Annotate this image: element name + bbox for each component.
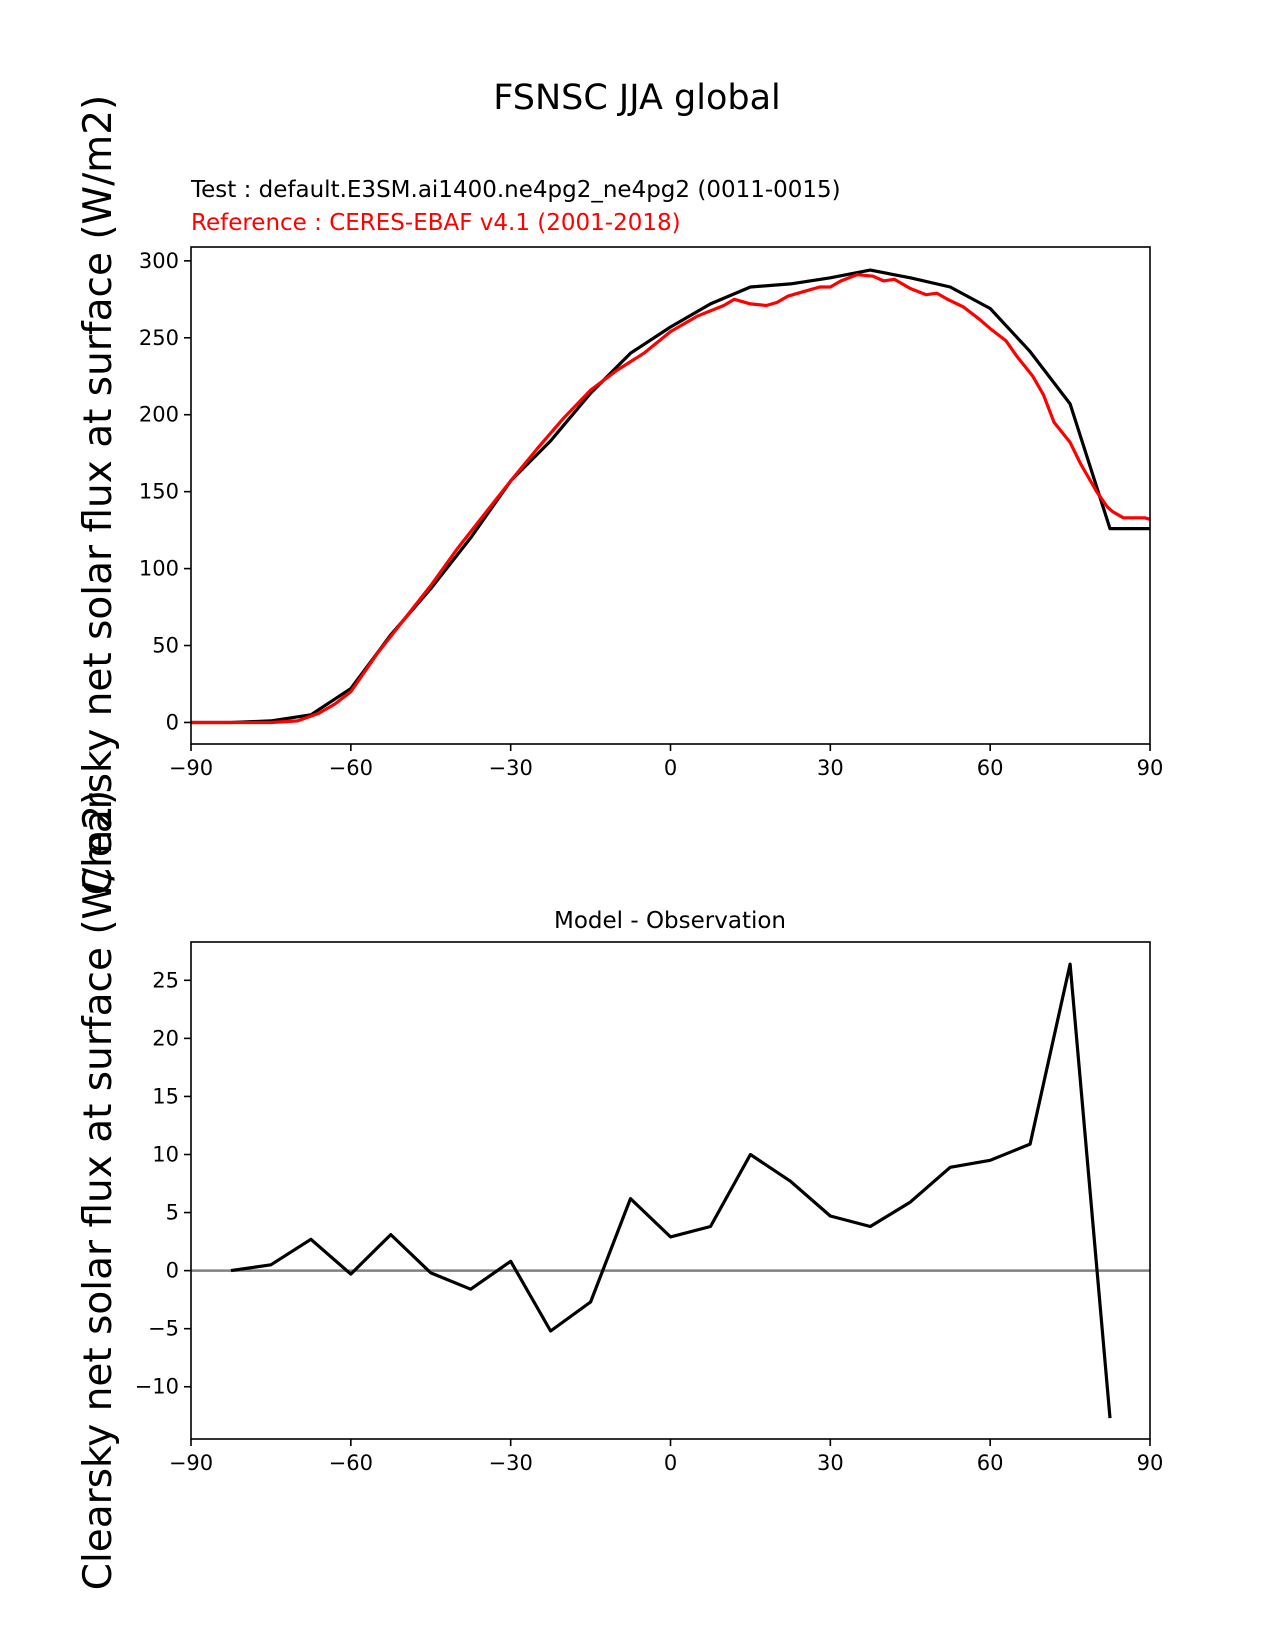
top-series-line-1 [191, 273, 1151, 725]
diff-series-line-0 [230, 962, 1112, 1419]
top-y-tick-label: 100 [139, 557, 179, 581]
top-y-tick-label: 50 [152, 634, 179, 658]
difference-panel: −90 −60 −30 0 30 60 90 −10 −5 0 5 10 15 20 25 [135, 941, 1164, 1475]
diff-y-tick-label: −5 [148, 1317, 179, 1341]
top-x-tick-label: −60 [329, 756, 373, 780]
top-y-tick-label: 250 [139, 326, 179, 350]
diff-y-tick-label: 15 [152, 1084, 179, 1108]
top-panel: −90 −60 −30 0 30 60 90 0 50 100 150 200 250 300 [139, 246, 1164, 780]
diff-x-tick-label: −90 [169, 1451, 213, 1475]
top-y-tick-label: 150 [139, 480, 179, 504]
diff-x-tick-label: 90 [1137, 1451, 1164, 1475]
top-x-tick-label: 0 [664, 756, 677, 780]
top-plot-frame [190, 246, 1151, 745]
y-axis-label-bottom: Clearsky net solar flux at surface (W/m2… [76, 790, 121, 1591]
diff-y-tick-label: 0 [166, 1259, 179, 1283]
diff-y-tick-label: 10 [152, 1143, 179, 1167]
top-y-tick-label: 0 [166, 710, 179, 734]
diff-x-tick-label: 30 [817, 1451, 844, 1475]
diff-x-tick-label: 0 [664, 1451, 677, 1475]
top-x-tick-label: 60 [977, 756, 1004, 780]
diff-y-tick-label: 5 [166, 1201, 179, 1225]
diff-y-tick-label: 20 [152, 1026, 179, 1050]
figure-title: FSNSC JJA global [493, 78, 781, 118]
top-x-tick-label: 90 [1137, 756, 1164, 780]
y-axis-label-top: Clearsky net solar flux at surface (W/m2… [76, 95, 121, 896]
diff-y-tick-label: −10 [135, 1375, 179, 1399]
top-y-tick-label: 200 [139, 403, 179, 427]
diff-plot-frame [190, 941, 1151, 1440]
diff-title: Model - Observation [554, 908, 786, 934]
diff-x-tick-label: −30 [489, 1451, 533, 1475]
top-x-tick-label: −90 [169, 756, 213, 780]
top-series-line-0 [191, 268, 1150, 725]
top-y-tick-label: 300 [139, 249, 179, 273]
test-label: Test : default.E3SM.ai1400.ne4pg2_ne4pg2… [190, 177, 841, 203]
reference-label: Reference : CERES-EBAF v4.1 (2001-2018) [191, 210, 681, 236]
diff-x-tick-label: 60 [977, 1451, 1004, 1475]
diff-x-tick-label: −60 [329, 1451, 373, 1475]
top-x-tick-label: −30 [489, 756, 533, 780]
diff-y-tick-label: 25 [152, 968, 179, 992]
top-x-tick-label: 30 [817, 756, 844, 780]
